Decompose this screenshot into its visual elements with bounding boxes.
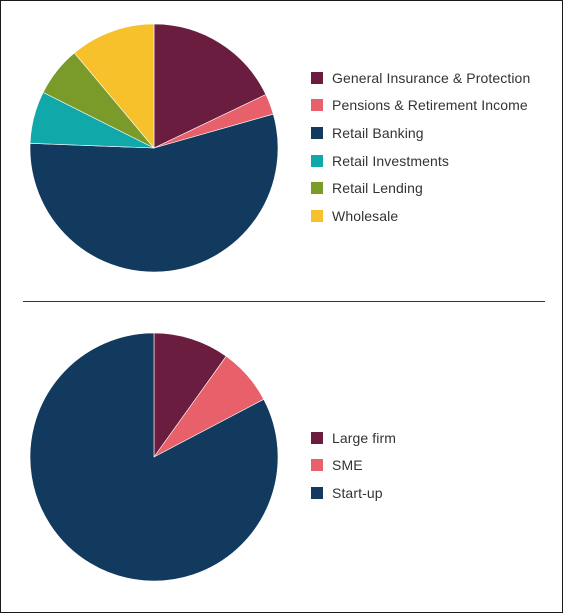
legend-label: SME — [332, 457, 363, 474]
legend-label: Pensions & Retirement Income — [332, 97, 528, 114]
legend-swatch — [311, 99, 323, 112]
legend-label: Retail Investments — [332, 152, 449, 169]
legend-item-sme: SME — [311, 452, 396, 480]
chart-panel-firm-type: General Insurance & Protection Pensions &… — [1, 1, 562, 301]
legend-item-retail-lending: Retail Lending — [311, 174, 530, 202]
legend-swatch — [311, 182, 323, 195]
legend-label: General Insurance & Protection — [332, 69, 531, 86]
pie-slice-retail-banking — [29, 113, 279, 273]
pie-slice-large-firm — [153, 332, 227, 458]
legend-swatch — [311, 486, 323, 499]
legend-swatch — [311, 459, 323, 472]
pie-chart-firm-type — [29, 23, 279, 273]
legend-firm-size: Large firm SME Start-up — [311, 424, 396, 507]
pie-slice-wholesale — [73, 23, 155, 149]
pie-slice-general-insurance-and-protection — [153, 23, 267, 149]
legend-item-retail-investments: Retail Investments — [311, 147, 530, 175]
section-divider — [23, 301, 545, 302]
legend-item-retail-banking: Retail Banking — [311, 119, 530, 147]
legend-item-large-firm: Large firm — [311, 424, 396, 452]
legend-item-start-up: Start-up — [311, 479, 396, 507]
legend-swatch — [311, 154, 323, 167]
legend-swatch — [311, 126, 323, 139]
legend-item-pensions-and-retirement-income: Pensions & Retirement Income — [311, 92, 530, 120]
legend-label: Start-up — [332, 484, 383, 501]
legend-item-wholesale: Wholesale — [311, 202, 530, 230]
legend-swatch — [311, 431, 323, 444]
pie-slice-start-up — [29, 332, 279, 582]
legend-firm-type: General Insurance & Protection Pensions &… — [311, 64, 530, 230]
legend-swatch — [311, 209, 323, 222]
legend-item-general-insurance-and-protection: General Insurance & Protection — [311, 64, 530, 92]
legend-label: Large firm — [332, 429, 397, 446]
legend-label: Retail Banking — [332, 124, 424, 141]
pie-chart-firm-size — [29, 332, 279, 582]
chart-panel-firm-size: Large firm SME Start-up — [1, 302, 562, 612]
legend-swatch — [311, 71, 323, 84]
legend-label: Wholesale — [332, 207, 399, 224]
legend-label: Retail Lending — [332, 180, 423, 197]
